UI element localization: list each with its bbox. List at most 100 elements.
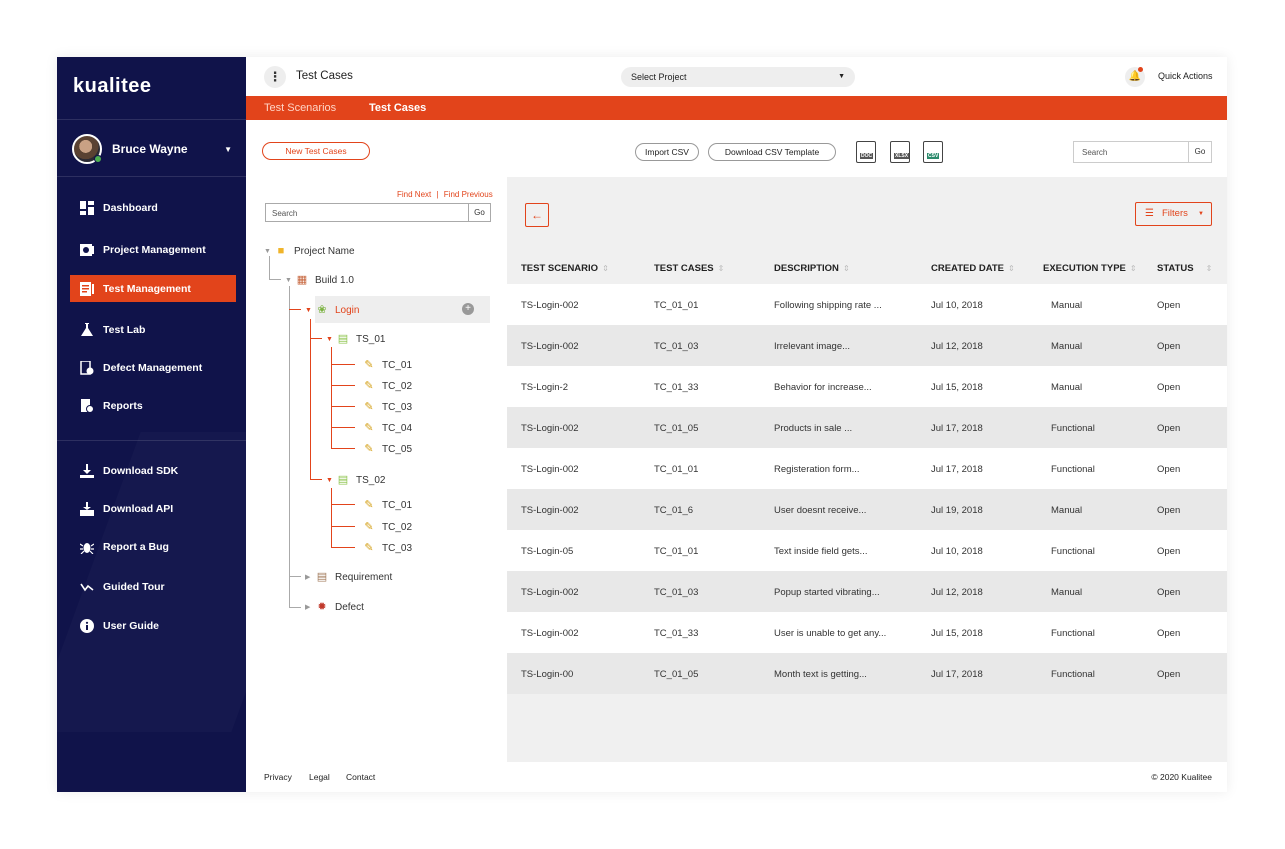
- sort-icon[interactable]: ⇕: [1205, 264, 1213, 273]
- nav-item-download-api[interactable]: Download API: [70, 495, 236, 522]
- nav-item-reports[interactable]: Reports: [70, 392, 236, 419]
- legal-link[interactable]: Legal: [309, 772, 330, 782]
- tree-node-test-case[interactable]: ✎ TC_05: [362, 442, 412, 456]
- tree-node-ts-02[interactable]: ▼ ▤ TS_02: [326, 473, 385, 487]
- tree-node-label: TS_02: [356, 474, 386, 486]
- column-header-description[interactable]: DESCRIPTION ⇕: [774, 263, 850, 274]
- contact-link[interactable]: Contact: [346, 772, 376, 782]
- table-row[interactable]: TS-Login-002 TC_01_33 User is unable to ge…: [507, 612, 1227, 653]
- top-bar: ⋮ Test Cases Select Project ▼ 🔔 Quick Ac…: [246, 57, 1227, 96]
- user-menu[interactable]: Bruce Wayne ▼: [72, 134, 232, 164]
- table-row[interactable]: TS-Login-002 TC_01_03 Popup started vibrat…: [507, 571, 1227, 612]
- tree-node-build[interactable]: ▼ ▦ Build 1.0: [285, 273, 354, 287]
- more-menu-icon[interactable]: ⋮: [264, 66, 286, 88]
- find-next-link[interactable]: Find Next: [397, 190, 432, 199]
- search-input[interactable]: Search Go: [1073, 141, 1212, 163]
- nav-item-test-management[interactable]: Test Management: [70, 275, 236, 302]
- privacy-link[interactable]: Privacy: [264, 772, 292, 782]
- avatar: [72, 134, 102, 164]
- nav-item-dashboard[interactable]: Dashboard: [70, 194, 236, 221]
- find-previous-link[interactable]: Find Previous: [443, 190, 493, 199]
- table-row[interactable]: TS-Login-002 TC_01_01 Following shipping r…: [507, 284, 1227, 325]
- nav-item-report-a-bug[interactable]: Report a Bug: [70, 533, 236, 560]
- sort-icon[interactable]: ⇕: [602, 264, 609, 273]
- cell-created-date: Jul 15, 2018: [931, 382, 983, 393]
- tree-search-input[interactable]: Search Go: [265, 203, 491, 222]
- column-header-test-cases[interactable]: TEST CASES ⇕: [654, 263, 724, 274]
- new-test-cases-button[interactable]: New Test Cases: [262, 142, 370, 160]
- doc-export-icon[interactable]: DOC: [856, 141, 876, 163]
- tree-node-test-case[interactable]: ✎ TC_03: [362, 400, 412, 414]
- nav-item-download-sdk[interactable]: Download SDK: [70, 457, 236, 484]
- nav-item-guided-tour[interactable]: Guided Tour: [70, 573, 236, 600]
- bug-icon: ✹: [317, 601, 327, 613]
- tree-node-test-case[interactable]: ✎ TC_03: [362, 541, 412, 555]
- tree-node-test-case[interactable]: ✎ TC_04: [362, 421, 412, 435]
- tree-node-login[interactable]: ▼ ❀ Login: [305, 303, 359, 317]
- import-csv-button[interactable]: Import CSV: [635, 143, 699, 161]
- add-node-icon[interactable]: +: [462, 303, 474, 315]
- search-go-button[interactable]: Go: [1188, 142, 1211, 162]
- table-row[interactable]: TS-Login-002 TC_01_03 Irrelevant image... J…: [507, 325, 1227, 366]
- cell-status: Open: [1157, 505, 1181, 516]
- cell-test-scenario: TS-Login-05: [521, 546, 574, 557]
- tree-node-label: TC_03: [382, 542, 413, 554]
- kualitee-logo[interactable]: kualitee: [73, 75, 151, 98]
- nav-label: Reports: [103, 399, 143, 412]
- download-csv-template-button[interactable]: Download CSV Template: [708, 143, 836, 161]
- tree-connector: [331, 488, 332, 548]
- expand-toggle-icon[interactable]: ▼: [285, 276, 292, 284]
- tree-node-test-case[interactable]: ✎ TC_01: [362, 358, 412, 372]
- table-row[interactable]: TS-Login-002 TC_01_6 User doesnt receive..…: [507, 489, 1227, 530]
- filters-label: Filters: [1162, 208, 1188, 219]
- tree-node-test-case[interactable]: ✎ TC_02: [362, 520, 412, 534]
- requirement-icon: ▤: [316, 571, 328, 583]
- expand-toggle-icon[interactable]: ▼: [326, 476, 333, 484]
- cell-status: Open: [1157, 341, 1181, 352]
- column-header-execution-type[interactable]: EXECUTION TYPE ⇕: [1043, 263, 1137, 274]
- nav-item-project-management[interactable]: Project Management: [70, 236, 236, 263]
- nav-label: User Guide: [103, 619, 160, 632]
- tree-node-project[interactable]: ▼ ■ Project Name: [264, 244, 355, 258]
- table-row[interactable]: TS-Login-2 TC_01_33 Behavior for increase.…: [507, 366, 1227, 407]
- filters-button[interactable]: ☰ Filters ▼: [1135, 202, 1212, 226]
- expand-toggle-icon[interactable]: ▶: [305, 604, 311, 611]
- project-select[interactable]: Select Project ▼: [621, 67, 855, 87]
- quick-actions-link[interactable]: Quick Actions: [1158, 71, 1213, 81]
- nav-item-defect-management[interactable]: Defect Management: [70, 354, 236, 381]
- table-row[interactable]: TS-Login-002 TC_01_01 Registeration form..…: [507, 448, 1227, 489]
- bell-icon[interactable]: 🔔: [1125, 67, 1145, 87]
- sort-icon[interactable]: ⇕: [842, 264, 850, 273]
- expand-toggle-icon[interactable]: ▶: [305, 574, 311, 581]
- tree-node-test-case[interactable]: ✎ TC_01: [362, 498, 412, 512]
- sort-icon[interactable]: ⇕: [717, 264, 725, 273]
- back-arrow-icon[interactable]: ←: [525, 203, 549, 227]
- expand-toggle-icon[interactable]: ▼: [305, 306, 312, 314]
- xlsx-export-icon[interactable]: XLSX: [890, 141, 910, 163]
- test-cases-table: ← ☰ Filters ▼ TEST SCENARIO ⇕ TEST CASES ⇕…: [507, 177, 1227, 762]
- column-header-status[interactable]: STATUS ⇕: [1157, 263, 1212, 274]
- nav-label: Test Management: [103, 282, 191, 295]
- tree-node-defect[interactable]: ▶ ✹ Defect: [305, 600, 364, 614]
- tree-node-test-case[interactable]: ✎ TC_02: [362, 379, 412, 393]
- tree-connector: [331, 406, 355, 407]
- tab-test-cases[interactable]: Test Cases: [369, 102, 427, 114]
- table-row[interactable]: TS-Login-00 TC_01_05 Month text is getting…: [507, 653, 1227, 694]
- csv-export-icon[interactable]: CSV: [923, 141, 943, 163]
- nav-item-user-guide[interactable]: User Guide: [70, 612, 236, 639]
- column-header-created-date[interactable]: CREATED DATE ⇕: [931, 263, 1015, 274]
- sort-icon[interactable]: ⇕: [1008, 264, 1015, 273]
- sort-icon[interactable]: ⇕: [1129, 264, 1137, 273]
- tree-node-ts-01[interactable]: ▼ ▤ TS_01: [326, 332, 385, 346]
- table-row[interactable]: TS-Login-002 TC_01_05 Products in sale ...…: [507, 407, 1227, 448]
- expand-toggle-icon[interactable]: ▼: [326, 335, 333, 343]
- tree-connector: [331, 347, 332, 449]
- table-row[interactable]: TS-Login-05 TC_01_01 Text inside field get…: [507, 530, 1227, 571]
- expand-toggle-icon[interactable]: ▼: [264, 247, 271, 255]
- tree-search-go-button[interactable]: Go: [468, 204, 490, 221]
- column-header-test-scenario[interactable]: TEST SCENARIO ⇕: [521, 263, 609, 274]
- tab-test-scenarios[interactable]: Test Scenarios: [264, 102, 337, 114]
- chevron-down-icon[interactable]: ▼: [224, 144, 232, 154]
- nav-item-test-lab[interactable]: Test Lab: [70, 316, 236, 343]
- tree-node-requirement[interactable]: ▶ ▤ Requirement: [305, 570, 392, 584]
